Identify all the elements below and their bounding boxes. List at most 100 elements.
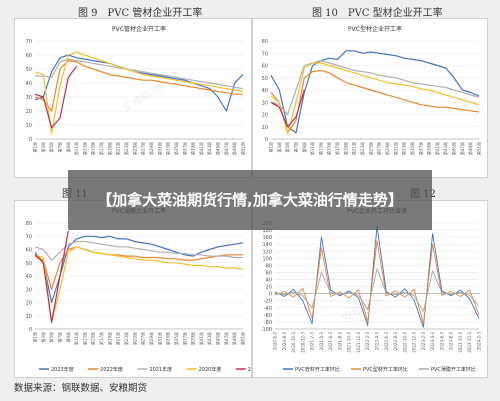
- x-tick-label: 2022-8-3: [393, 332, 398, 351]
- y-tick-label: 0: [29, 137, 32, 143]
- legend-label: PVC型材开工率环比: [363, 366, 408, 373]
- x-tick-label: 第13周: [81, 142, 87, 155]
- legend-label: 2021年度: [149, 366, 172, 373]
- y-tick-label: 20: [26, 301, 32, 307]
- chart-title: PVC管材企业开工率: [112, 25, 166, 33]
- x-tick-label: 2020-10-3: [291, 332, 296, 353]
- y-tick-label: 70: [26, 39, 32, 45]
- series-line: [35, 58, 244, 90]
- x-tick-label: 第9周: [65, 332, 71, 343]
- y-tick-label: 120: [262, 249, 272, 255]
- headline-banner[interactable]: 【加拿大菜油期货行情,加拿大菜油行情走势】: [68, 170, 432, 230]
- x-tick-label: 第17周: [98, 142, 104, 155]
- y-tick-label: 160: [262, 235, 272, 241]
- x-tick-label: 第33周: [165, 332, 171, 345]
- x-tick-label: 第29周: [148, 142, 154, 155]
- chart-panel-profile: PVC型材企业开工率 0 10 20 30 40 50 60 70 80 第1周 第3周 第5周 第7周第…: [252, 18, 488, 178]
- x-tick-label: 第35周: [409, 142, 415, 155]
- x-tick-label: 第51周: [476, 142, 482, 155]
- y-tick-label: 20: [266, 285, 272, 291]
- x-tick-label: 第7周: [56, 142, 62, 153]
- x-tick-label: 第19周: [342, 142, 348, 155]
- x-tick-label: 第41周: [198, 142, 204, 155]
- x-tick-label: 2023-8-3: [449, 332, 454, 351]
- series-line: [274, 268, 480, 312]
- y-tick-label: 50: [26, 67, 32, 73]
- y-tick-label: 30: [26, 95, 32, 101]
- y-tick-label: 0: [269, 292, 272, 298]
- series-line: [34, 230, 69, 323]
- y-tick-label: 50: [26, 261, 32, 267]
- x-tick-label: 第45周: [451, 142, 457, 155]
- x-tick-label: 第49周: [231, 142, 237, 155]
- series-line: [34, 246, 244, 323]
- y-tick-label: 80: [262, 39, 268, 45]
- series-line: [274, 240, 480, 325]
- x-tick-label: 第1周: [268, 142, 274, 153]
- x-tick-label: 第11周: [309, 142, 315, 155]
- series-line: [34, 240, 243, 261]
- x-tick-label: 2023-2-3: [421, 332, 426, 351]
- legend-label: 2024年度: [248, 366, 251, 373]
- x-tick-label: 第25周: [131, 142, 137, 155]
- y-tick-label: -40: [264, 306, 272, 312]
- x-tick-label: 第45周: [215, 142, 221, 155]
- x-tick-label: 第7周: [56, 332, 62, 343]
- y-tick-label: 80: [266, 263, 272, 269]
- x-tick-label: 第35周: [173, 332, 179, 345]
- legend-label: 2020年度: [199, 366, 222, 373]
- x-tick-label: 第31周: [156, 332, 162, 345]
- x-tick-label: 2022-10-3: [402, 332, 407, 353]
- x-tick-label: 第35周: [173, 142, 179, 155]
- data-source: 数据来源：钢联数据、安粮期货: [14, 383, 148, 394]
- x-tick-label: 第37周: [417, 142, 423, 155]
- x-tick-label: 2022-2-3: [365, 332, 370, 351]
- series-line: [34, 51, 244, 134]
- x-tick-label: 第49周: [231, 332, 237, 345]
- x-tick-label: 第51周: [240, 332, 246, 345]
- y-tick-label: 20: [26, 109, 32, 115]
- x-tick-label: 2021-10-3: [347, 332, 352, 353]
- y-tick-label: 40: [26, 81, 32, 87]
- x-tick-label: 第11周: [73, 142, 79, 155]
- x-tick-label: 第21周: [351, 142, 357, 155]
- series-line: [34, 54, 244, 112]
- chart-panel-pipe: PVC管材企业开工率 0 10 20 30 40 50 60 70 第1周 第3周 第5周 第7周 第9周…: [14, 18, 252, 178]
- series-line: [270, 50, 480, 134]
- y-tick-label: 60: [262, 64, 268, 70]
- chart-svg-profile: PVC型材企业开工率01020304050607080第1周 第3周 第5周 第7周第…: [262, 25, 482, 155]
- x-tick-label: 第43周: [206, 142, 212, 155]
- x-tick-label: 第33周: [165, 142, 171, 155]
- x-tick-label: 第29周: [384, 142, 390, 155]
- x-tick-label: 第21周: [115, 142, 121, 155]
- y-tick-label: 30: [262, 100, 268, 106]
- x-tick-label: 第39周: [426, 142, 432, 155]
- series-line: [34, 60, 243, 112]
- y-tick-label: 60: [26, 248, 32, 254]
- x-tick-label: 第29周: [148, 332, 154, 345]
- y-tick-label: 40: [262, 88, 268, 94]
- series-line: [270, 62, 480, 135]
- series-line: [270, 89, 305, 128]
- figure-9-caption: 图 9 PVC 管材企业开工率: [78, 8, 203, 19]
- y-tick-label: 60: [266, 270, 272, 276]
- x-tick-label: 2023-12-3: [467, 332, 472, 353]
- x-tick-label: 第43周: [442, 142, 448, 155]
- x-tick-label: 第9周: [301, 142, 307, 153]
- y-tick-label: 140: [262, 242, 272, 248]
- x-tick-label: 第39周: [190, 142, 196, 155]
- x-tick-label: 第27周: [140, 142, 146, 155]
- x-tick-label: 2021-8-3: [337, 332, 342, 351]
- series-line: [34, 235, 244, 304]
- x-tick-label: 第7周: [292, 142, 298, 153]
- x-tick-label: 2023-4-3: [430, 332, 435, 351]
- y-tick-label: 20: [262, 113, 268, 119]
- x-tick-label: 第19周: [106, 332, 112, 345]
- y-tick-label: 40: [266, 278, 272, 284]
- y-tick-label: -100: [261, 327, 272, 333]
- x-tick-label: 2020-12-3: [300, 332, 305, 353]
- series-line: [34, 65, 78, 129]
- x-tick-label: 第25周: [131, 332, 137, 345]
- y-tick-label: -60: [264, 313, 272, 319]
- y-tick-label: 10: [262, 125, 268, 131]
